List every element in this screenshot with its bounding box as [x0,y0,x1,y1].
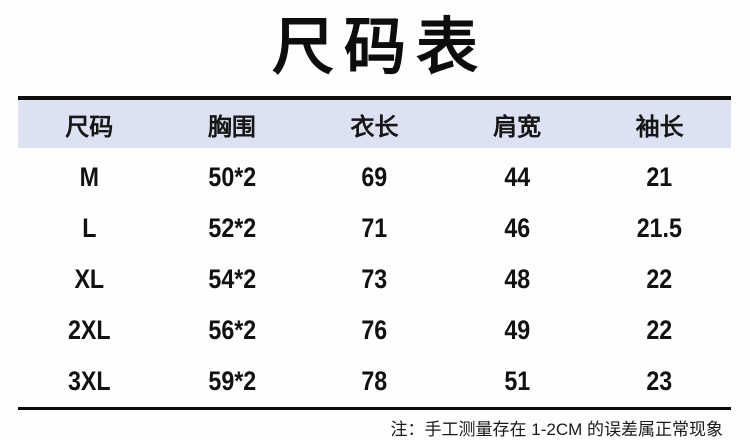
sleeve-cell: 22 [646,264,673,294]
size-table: 尺码 胸围 衣长 肩宽 袖长 M 50*2 69 44 21 L 52*2 71… [18,96,731,440]
chest-cell: 59*2 [207,366,256,396]
size-cell: M [79,162,99,192]
size-cell: XL [74,264,105,294]
column-header-shoulder: 肩宽 [493,114,542,141]
length-cell: 73 [361,264,388,294]
table-bottom-rule [18,407,731,410]
table-header-row: 尺码 胸围 衣长 肩宽 袖长 [18,100,731,148]
length-cell: 69 [361,162,388,192]
sleeve-cell: 21 [646,162,673,192]
table-row-3xl: 3XL 59*2 78 51 23 [18,356,731,407]
sleeve-cell: 23 [646,366,673,396]
table-row-2xl: 2XL 56*2 76 49 22 [18,305,731,356]
table-row-xl: XL 54*2 73 48 22 [18,254,731,305]
length-cell: 76 [361,315,388,345]
sleeve-cell: 21.5 [637,213,683,243]
sleeve-cell: 22 [646,315,673,345]
column-header-sleeve: 袖长 [635,114,684,141]
table-body: M 50*2 69 44 21 L 52*2 71 46 21.5 XL 54*… [18,148,731,407]
shoulder-cell: 49 [504,315,530,345]
length-cell: 78 [361,366,388,396]
measurement-note: 注：手工测量存在 1-2CM 的误差属正常现象 [390,420,723,439]
shoulder-cell: 51 [504,366,530,396]
chest-cell: 50*2 [207,162,256,192]
shoulder-cell: 44 [504,162,530,192]
chest-cell: 56*2 [207,315,256,345]
page-title: 尺码表 [271,14,488,82]
table-row-m: M 50*2 69 44 21 [18,152,731,203]
size-cell: 3XL [67,366,111,396]
table-row-l: L 52*2 71 46 21.5 [18,203,731,254]
column-header-size: 尺码 [65,114,114,141]
size-cell: L [82,213,97,243]
chest-cell: 52*2 [207,213,256,243]
column-header-chest: 胸围 [207,114,256,141]
shoulder-cell: 48 [504,264,530,294]
length-cell: 71 [361,213,388,243]
column-header-length: 衣长 [350,114,399,141]
chest-cell: 54*2 [207,264,256,294]
table-top-rule [18,96,731,100]
size-cell: 2XL [67,315,111,345]
shoulder-cell: 46 [504,213,530,243]
